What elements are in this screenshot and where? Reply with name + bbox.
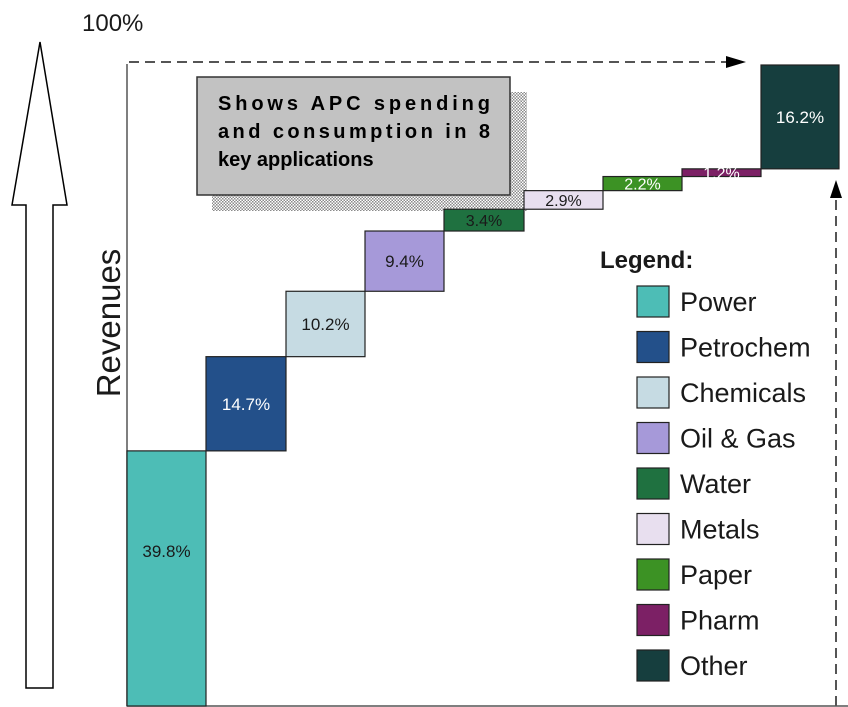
bar-label-power: 39.8% [142,542,190,561]
bar-water [443,208,525,232]
bar-chemicals [285,290,366,358]
legend-swatch-other [636,649,670,682]
legend-label-paper: Paper [680,560,752,590]
bar-label-petrochem: 14.7% [222,395,270,414]
bar-label-chemicals: 10.2% [301,315,349,334]
bars-group: 39.8% 14.7% 10.2% 9.4% 3.4% 2.9% 2.2% 1.2% 16.2% [126,64,840,707]
bar-petrochem [205,356,287,452]
legend-swatch-water [636,467,670,500]
note-line-1: Shows APC spending [218,93,490,115]
bar-other [760,64,840,170]
legend-label-other: Other [680,651,748,681]
legend-title: Legend: [600,247,693,274]
bar-metals [523,190,604,210]
legend-swatch-paper [636,558,670,591]
bar-paper [602,175,683,192]
bar-label-paper: 2.2% [624,177,660,194]
legend-label-metals: Metals [680,515,760,545]
right-arrow-head-icon [830,180,842,198]
note-line-2: and consumption in 8 [218,121,490,143]
bar-label-other: 16.2% [776,108,824,127]
legend-swatch-petrochem [636,330,670,364]
legend-label-water: Water [680,469,751,499]
y-axis-label: Revenues [90,249,127,398]
legend-label-oil-gas: Oil & Gas [680,424,796,454]
bar-power [126,450,207,707]
bar-label-water: 3.4% [466,213,502,230]
bar-pharm [681,168,762,178]
bar-label-oil-gas: 9.4% [385,252,424,271]
legend-swatch-chemicals [636,376,670,409]
legend-swatch-pharm [636,603,670,637]
note-box [196,76,511,196]
top-percent-label: 100% [82,10,143,37]
bar-label-metals: 2.9% [545,193,581,210]
bar-label-pharm: 1.2% [703,166,739,183]
legend: Power Petrochem Chemicals Oil & Gas Water Met… [636,285,811,682]
legend-swatch-metals [636,512,670,546]
legend-label-chemicals: Chemicals [680,378,806,408]
legend-swatch-oil-gas [636,421,670,455]
legend-swatch-power [636,285,670,318]
legend-label-power: Power [680,287,757,317]
legend-label-petrochem: Petrochem [680,333,811,363]
legend-label-pharm: Pharm [680,606,760,636]
note-line-3: key applications [218,149,374,171]
up-arrow-icon [11,41,68,689]
top-arrow-head-icon [726,56,746,68]
bar-oil-gas [364,230,445,292]
